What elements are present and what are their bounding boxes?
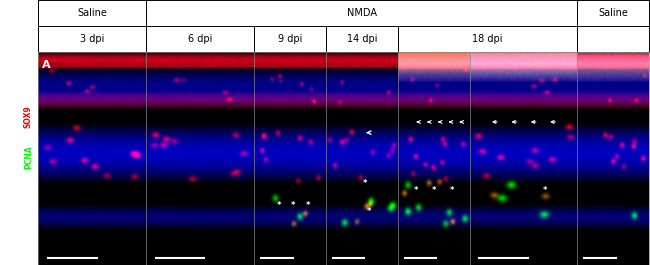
Text: *: * <box>363 179 368 188</box>
Text: *: * <box>432 186 436 195</box>
Text: 14 dpi: 14 dpi <box>346 34 377 44</box>
Text: *: * <box>449 186 454 195</box>
Text: 9 dpi: 9 dpi <box>278 34 302 44</box>
Text: *: * <box>413 186 418 195</box>
Text: *: * <box>543 186 547 195</box>
Text: Saline: Saline <box>599 8 629 18</box>
Text: *: * <box>291 201 296 210</box>
Text: 3 dpi: 3 dpi <box>80 34 105 44</box>
Text: Saline: Saline <box>77 8 107 18</box>
Text: *: * <box>367 207 371 216</box>
Text: 18 dpi: 18 dpi <box>473 34 503 44</box>
Text: 6 dpi: 6 dpi <box>188 34 213 44</box>
Text: *: * <box>306 201 310 210</box>
Text: PCNA: PCNA <box>24 145 32 169</box>
Text: SOX9: SOX9 <box>24 105 32 128</box>
Text: *: * <box>277 201 281 210</box>
Text: NMDA: NMDA <box>347 8 377 18</box>
Text: A: A <box>42 60 51 70</box>
